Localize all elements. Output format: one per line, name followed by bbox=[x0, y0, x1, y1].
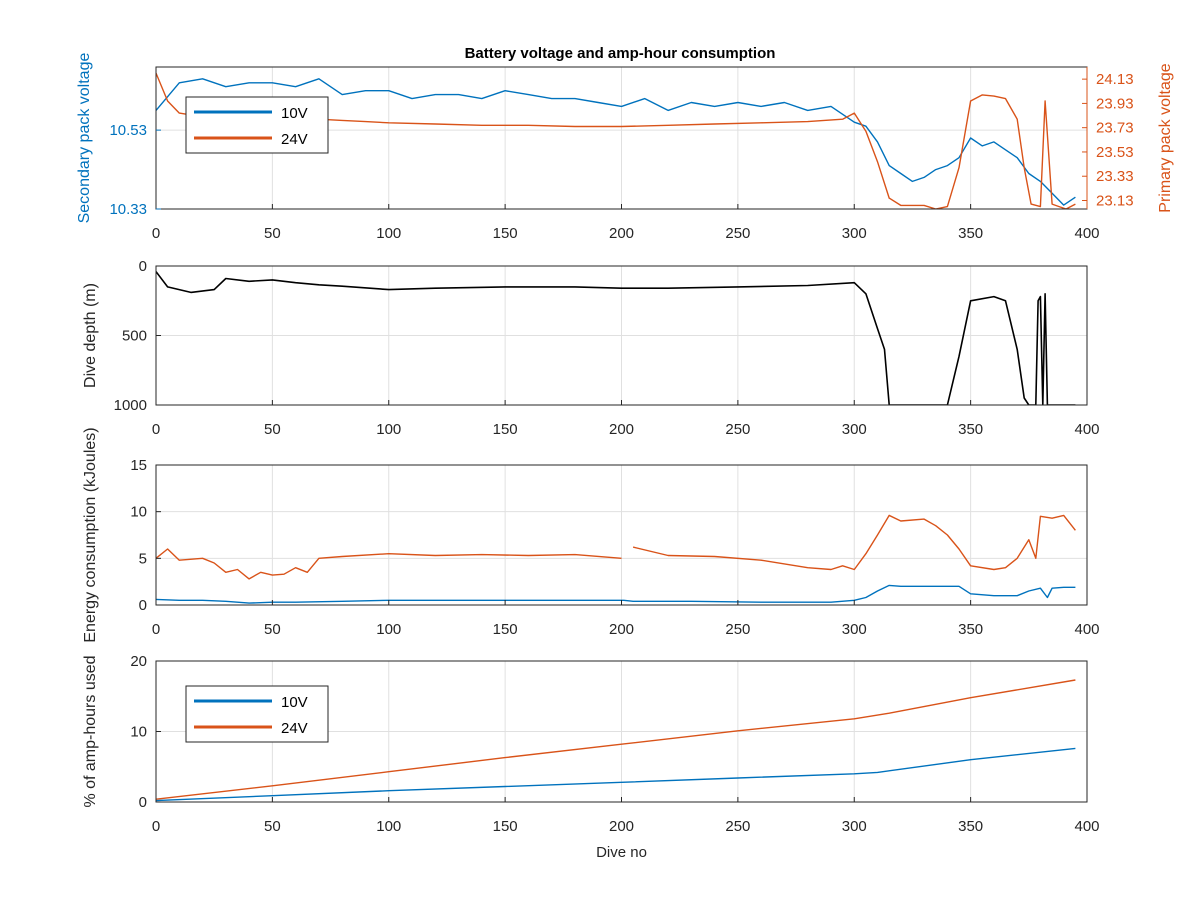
x-tick-label: 0 bbox=[152, 621, 160, 638]
x-tick-label: 400 bbox=[1074, 818, 1099, 835]
y-tick-label: 10.33 bbox=[109, 201, 147, 218]
y-axis-label: % of amp-hours used bbox=[82, 655, 99, 807]
x-tick-label: 200 bbox=[609, 421, 634, 438]
x-tick-label: 300 bbox=[842, 225, 867, 242]
legend-box bbox=[185, 685, 329, 743]
y-tick-label: 0 bbox=[139, 597, 147, 614]
x-tick-label: 300 bbox=[842, 621, 867, 638]
y-tick-label: 0 bbox=[139, 794, 147, 811]
x-tick-label: 50 bbox=[264, 225, 281, 242]
x-tick-label: 400 bbox=[1074, 621, 1099, 638]
subplot-4: 0 50 100 150 200 250 300 350 400 0 10 20 % of amp-ho… bbox=[82, 653, 1100, 861]
y-tick-label: 20 bbox=[130, 653, 147, 670]
legend: 10V 24V bbox=[185, 685, 329, 743]
y-tick-label: 15 bbox=[130, 457, 147, 474]
series-line-depth bbox=[156, 271, 1076, 405]
series-line-10v bbox=[156, 747, 1076, 802]
y-tick-label: 500 bbox=[122, 328, 147, 345]
x-tick-label: 50 bbox=[264, 818, 281, 835]
series-group bbox=[156, 271, 1076, 405]
y-tick-label: 5 bbox=[139, 550, 147, 567]
x-tick-label: 100 bbox=[376, 421, 401, 438]
subplot-2: 0 50 100 150 200 250 300 350 400 0 500 1000 Dive dep… bbox=[82, 258, 1100, 438]
x-tick-label: 150 bbox=[493, 225, 518, 242]
x-tick-label: 350 bbox=[958, 421, 983, 438]
x-tick-label: 100 bbox=[376, 225, 401, 242]
y-right-tick-label: 23.13 bbox=[1096, 193, 1134, 210]
y-right-axis-label: Primary pack voltage bbox=[1157, 63, 1174, 212]
y-axis-label: Secondary pack voltage bbox=[76, 53, 93, 224]
x-tick-label: 300 bbox=[842, 818, 867, 835]
y-axis-label: Dive depth (m) bbox=[82, 283, 99, 388]
series-line-10v bbox=[156, 584, 1076, 604]
x-tick-label: 150 bbox=[493, 621, 518, 638]
legend-label-24v: 24V bbox=[281, 131, 308, 148]
x-tick-label: 100 bbox=[376, 818, 401, 835]
y-tick-label: 10 bbox=[130, 724, 147, 741]
x-tick-label: 350 bbox=[958, 818, 983, 835]
x-tick-label: 350 bbox=[958, 621, 983, 638]
x-tick-label: 250 bbox=[725, 818, 750, 835]
x-tick-label: 150 bbox=[493, 421, 518, 438]
x-tick-label: 250 bbox=[725, 621, 750, 638]
x-tick-label: 250 bbox=[725, 225, 750, 242]
x-axis-label: Dive no bbox=[596, 844, 647, 861]
subplot-1: 0 50 100 150 200 250 300 350 400 10.33 10.53 23.13 2… bbox=[76, 53, 1174, 242]
y-right-tick-label: 23.93 bbox=[1096, 95, 1134, 112]
series-line-24v bbox=[156, 679, 1076, 800]
x-tick-label: 150 bbox=[493, 818, 518, 835]
y-right-tick-label: 24.13 bbox=[1096, 71, 1134, 88]
x-tick-label: 300 bbox=[842, 421, 867, 438]
subplot-3: 0 50 100 150 200 250 300 350 400 0 5 10 15 Energy con… bbox=[82, 427, 1100, 642]
y-tick-label: 1000 bbox=[114, 397, 147, 414]
x-tick-label: 200 bbox=[609, 818, 634, 835]
x-tick-label: 250 bbox=[725, 421, 750, 438]
panels: 0 50 100 150 200 250 300 350 40010.3310.5323.132… bbox=[76, 53, 1174, 861]
x-tick-label: 0 bbox=[152, 818, 160, 835]
x-tick-label: 100 bbox=[376, 621, 401, 638]
y-axis-label: Energy consumption (kJoules) bbox=[82, 427, 99, 642]
legend-box bbox=[185, 96, 329, 154]
legend-label-10v: 10V bbox=[281, 694, 308, 711]
legend-label-10v: 10V bbox=[281, 105, 308, 122]
y-right-tick-label: 23.53 bbox=[1096, 144, 1134, 161]
x-tick-label: 200 bbox=[609, 621, 634, 638]
y-tick-label: 10 bbox=[130, 504, 147, 521]
series-group bbox=[156, 514, 1076, 604]
series-line-10v bbox=[156, 78, 1076, 206]
x-tick-label: 350 bbox=[958, 225, 983, 242]
y-tick-label: 0 bbox=[139, 258, 147, 275]
legend-label-24v: 24V bbox=[281, 720, 308, 737]
figure-title: Battery voltage and amp-hour consumption bbox=[465, 45, 776, 62]
y-tick-label: 10.53 bbox=[109, 122, 147, 139]
y-right-tick-label: 23.73 bbox=[1096, 120, 1134, 137]
x-tick-label: 0 bbox=[152, 225, 160, 242]
series-group bbox=[156, 679, 1076, 802]
y-right-tick-label: 23.33 bbox=[1096, 168, 1134, 185]
x-tick-label: 0 bbox=[152, 421, 160, 438]
x-tick-label: 400 bbox=[1074, 225, 1099, 242]
x-tick-label: 50 bbox=[264, 421, 281, 438]
legend: 10V 24V bbox=[185, 96, 329, 154]
series-line-24v bbox=[156, 514, 1076, 580]
x-tick-label: 400 bbox=[1074, 421, 1099, 438]
x-tick-label: 50 bbox=[264, 621, 281, 638]
x-tick-label: 200 bbox=[609, 225, 634, 242]
